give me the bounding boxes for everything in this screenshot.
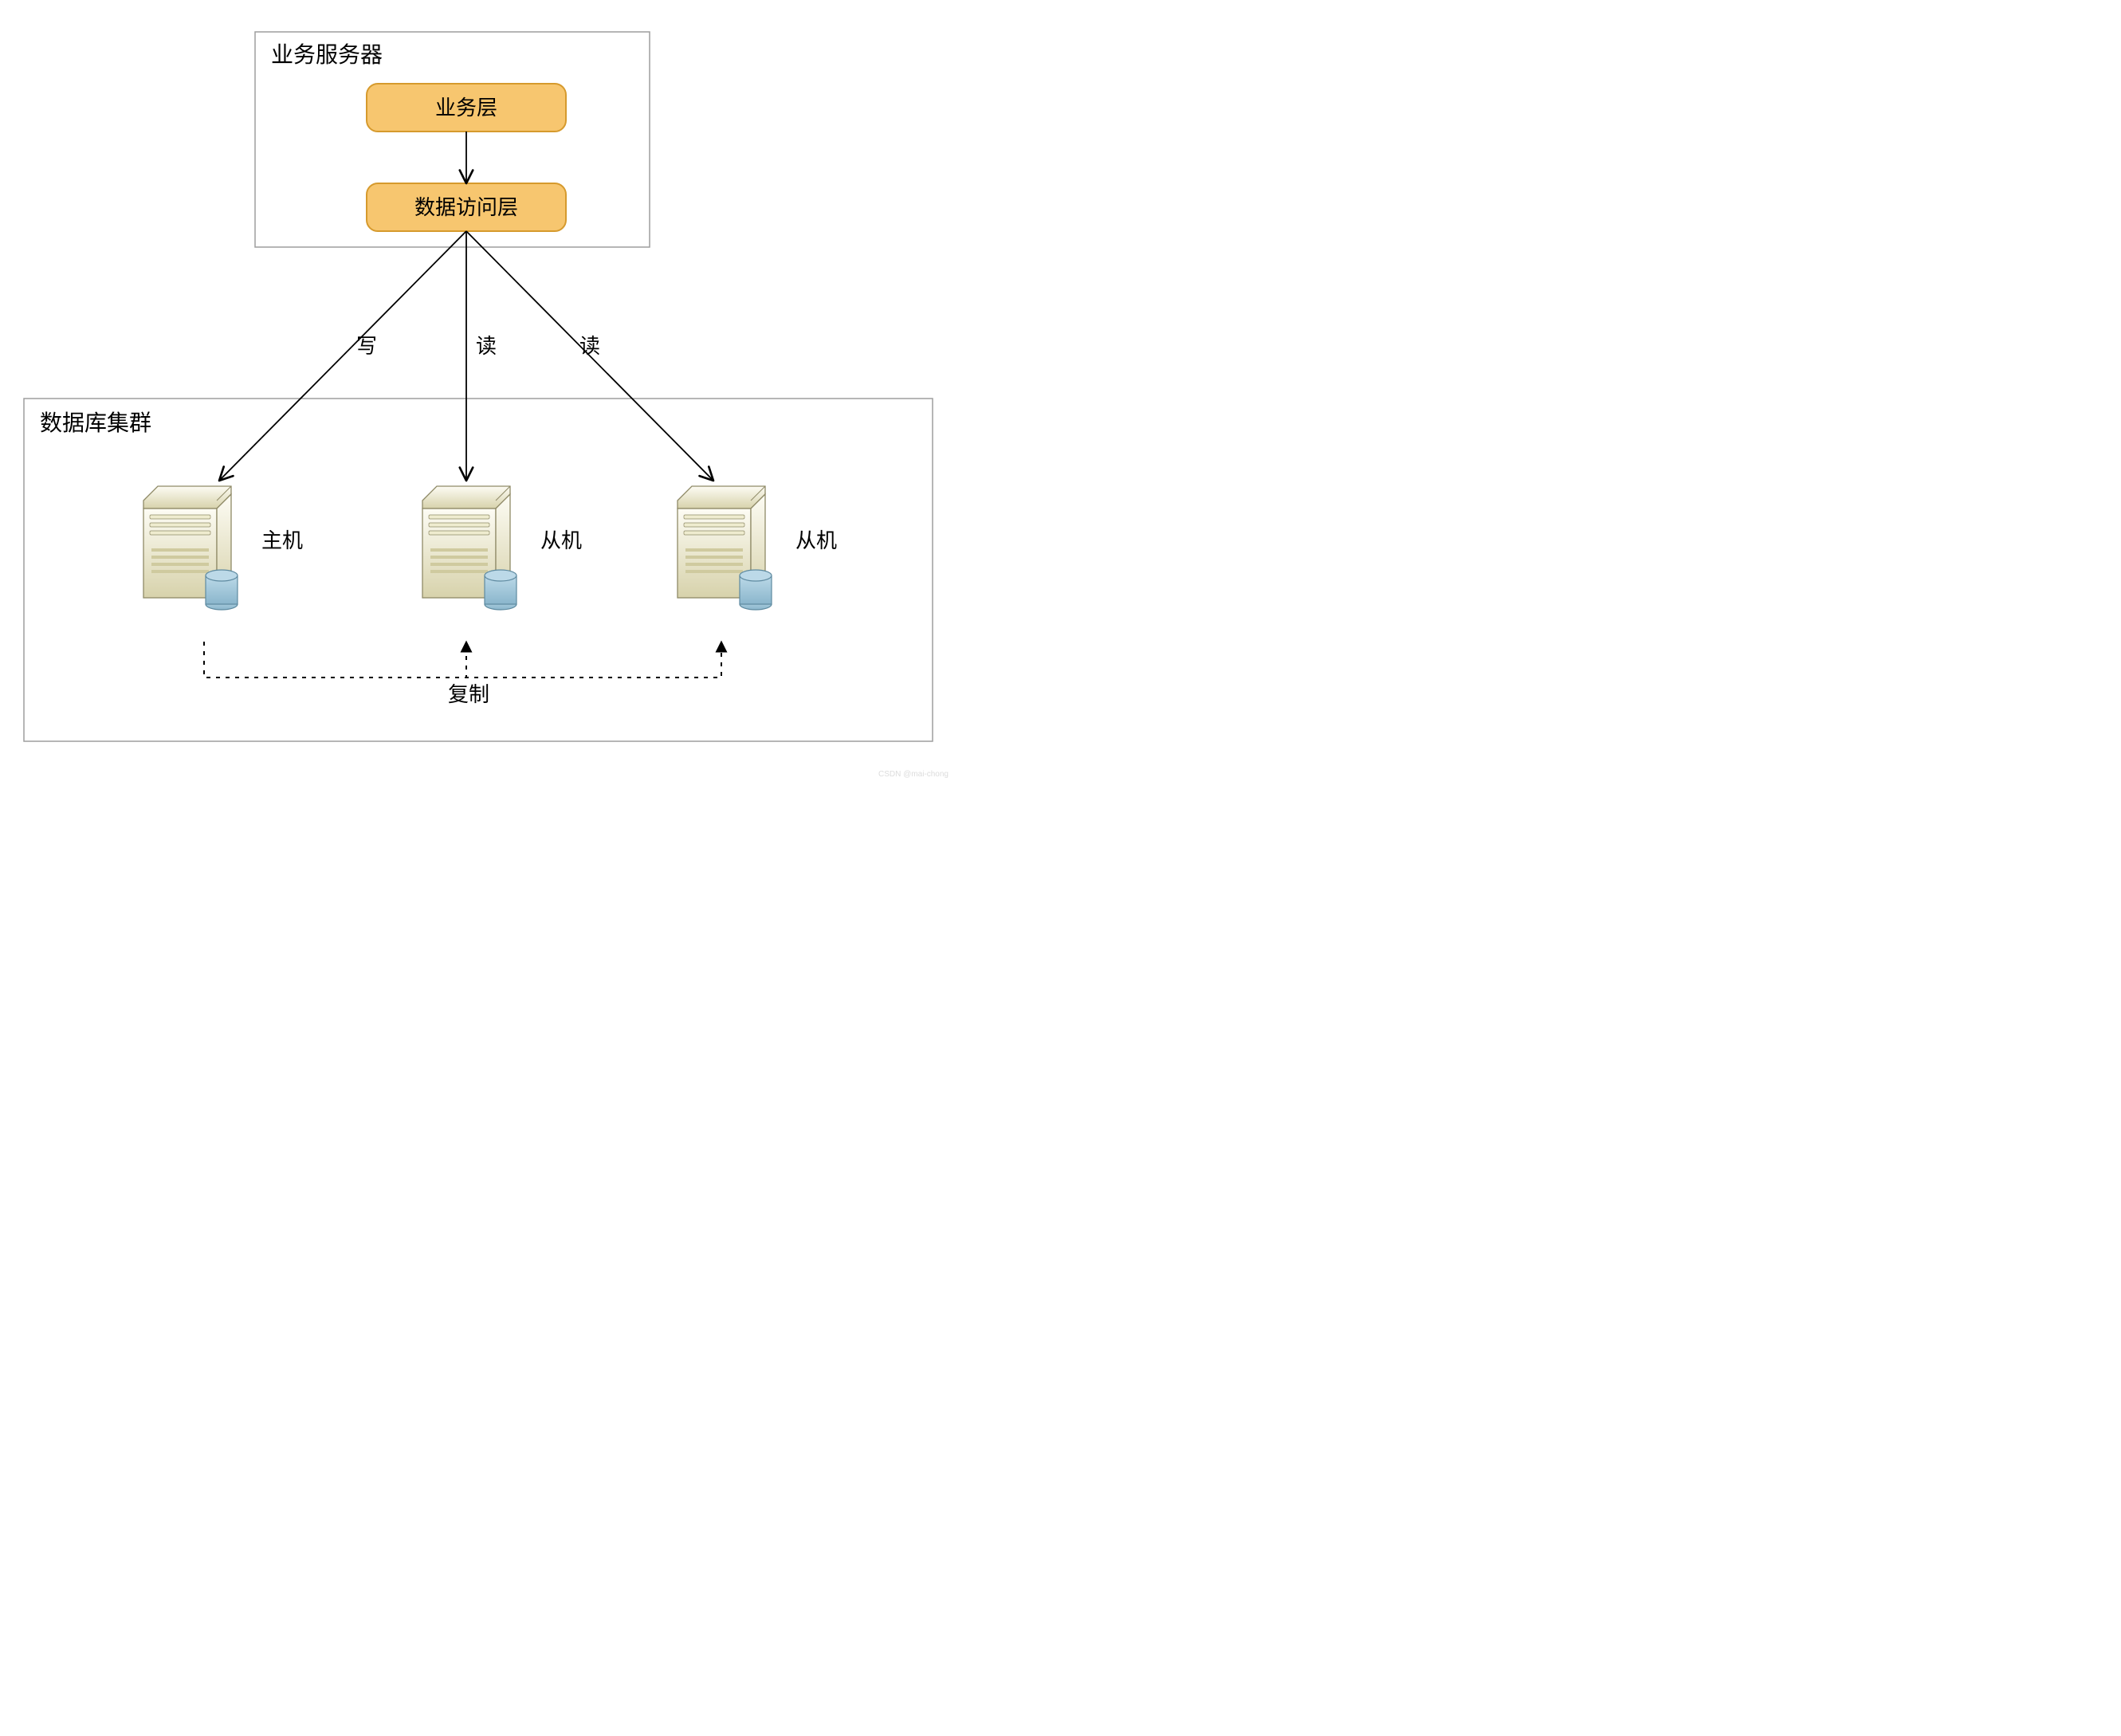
server-master-label: 主机 bbox=[261, 528, 303, 552]
watermark: CSDN @mai-chong bbox=[878, 770, 949, 779]
edge-dal-to-master-label: 写 bbox=[356, 334, 377, 358]
server-slave1-label: 从机 bbox=[540, 528, 582, 552]
replication-label: 复制 bbox=[448, 682, 489, 706]
data-access-layer-label: 数据访问层 bbox=[414, 195, 518, 219]
diagram-svg: 业务服务器数据库集群 业务层数据访问层写 读 读主机 从机 从机复制 CSDN @mai-c… bbox=[0, 0, 956, 783]
edge-dal-to-slave1-label: 读 bbox=[476, 334, 497, 358]
server-slave2-label: 从机 bbox=[795, 528, 837, 552]
db-cluster-group-label: 数据库集群 bbox=[40, 410, 151, 435]
diagram-root: 业务服务器数据库集群 业务层数据访问层写 读 读主机 从机 从机复制 CSDN @mai-c… bbox=[0, 0, 2121, 783]
business-server-group-label: 业务服务器 bbox=[271, 42, 383, 67]
business-layer-label: 业务层 bbox=[435, 96, 497, 120]
edge-dal-to-slave2-label: 读 bbox=[579, 334, 600, 358]
